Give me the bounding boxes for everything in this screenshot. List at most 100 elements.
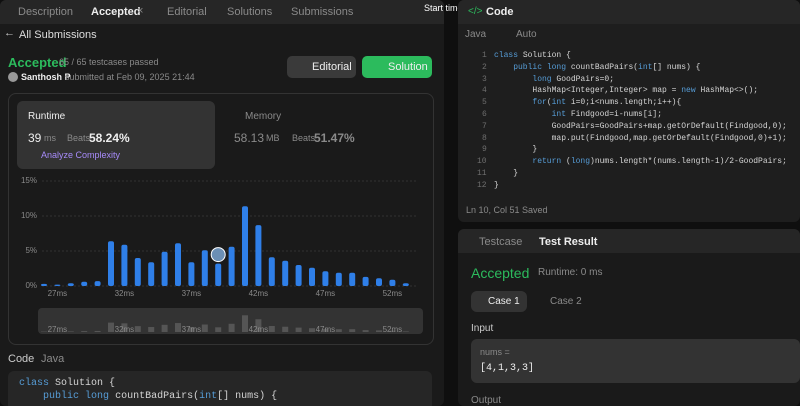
tab[interactable]: Editorial bbox=[167, 6, 207, 18]
code-line: } bbox=[494, 180, 499, 190]
line-number: 12 bbox=[477, 180, 487, 190]
overview-bar bbox=[376, 330, 382, 332]
bar bbox=[121, 244, 128, 286]
bar bbox=[41, 283, 47, 286]
tab-bar bbox=[0, 0, 444, 24]
stats-card bbox=[8, 93, 434, 345]
x-tick-label: 27ms bbox=[48, 289, 68, 298]
overview-bar bbox=[121, 323, 128, 332]
bar bbox=[228, 246, 235, 286]
memory-label: Memory bbox=[245, 111, 282, 122]
bar bbox=[376, 278, 382, 286]
line-number: 6 bbox=[482, 110, 487, 119]
language[interactable]: Java bbox=[465, 29, 487, 40]
y-tick-label: 10% bbox=[21, 211, 37, 220]
bar bbox=[322, 271, 329, 286]
back-arrow[interactable]: ← bbox=[4, 27, 15, 39]
submitted: submitted at Feb 09, 2025 21:44 bbox=[65, 72, 195, 82]
close-icon[interactable]: × bbox=[137, 5, 144, 17]
bar bbox=[54, 284, 61, 286]
keyword: new bbox=[681, 86, 696, 96]
tab[interactable]: Description bbox=[18, 6, 74, 18]
code-line: } bbox=[494, 145, 538, 155]
overview-bar bbox=[94, 330, 101, 332]
case-label[interactable]: Case 2 bbox=[550, 296, 582, 307]
keyword: long bbox=[85, 391, 110, 402]
y-tick-label: 0% bbox=[25, 281, 37, 290]
editorial-button[interactable]: Editorial bbox=[287, 56, 356, 78]
overview-bar bbox=[134, 326, 141, 332]
tab[interactable]: Testcase bbox=[479, 236, 523, 248]
runtime-card[interactable] bbox=[17, 101, 215, 169]
code-line: class Solution { bbox=[494, 51, 571, 60]
result-panel: Testcase Test Result Accepted Runtime: 0… bbox=[458, 229, 800, 406]
analyze-link[interactable]: Analyze Complexity bbox=[41, 150, 121, 160]
runtime-unit: ms bbox=[44, 133, 56, 143]
bar bbox=[161, 251, 168, 286]
code-line: public long countBadPairs(int[] nums) { bbox=[513, 62, 701, 72]
back-link[interactable]: All Submissions bbox=[19, 29, 97, 41]
overview-bar bbox=[148, 327, 155, 332]
overview-bar bbox=[215, 327, 222, 332]
line-number: 11 bbox=[477, 169, 487, 178]
bar bbox=[335, 272, 342, 286]
runtime-chart: 0% 5% 10% 15% 27ms 27ms 32ms 32ms 37ms 37ms 42ms 42… bbox=[21, 176, 423, 334]
user[interactable]: Santhosh P bbox=[21, 72, 71, 82]
overview-bar bbox=[389, 330, 396, 332]
line-number: 3 bbox=[482, 74, 487, 84]
tab[interactable]: Submissions bbox=[291, 6, 354, 18]
input-label: Input bbox=[471, 323, 494, 334]
bar bbox=[282, 260, 289, 286]
line-number: 2 bbox=[482, 62, 487, 72]
keyword: long bbox=[532, 74, 552, 84]
keyword: class bbox=[494, 51, 519, 60]
overview-bar bbox=[255, 319, 262, 332]
overview-bar bbox=[161, 324, 168, 332]
output-label: Output bbox=[471, 395, 502, 406]
runtime-beats: 58.24% bbox=[89, 131, 130, 145]
x-tick-label: 52ms bbox=[383, 289, 403, 298]
bar bbox=[402, 283, 409, 286]
code-label: Code bbox=[8, 353, 35, 365]
overview-bar bbox=[175, 323, 181, 332]
case-tab[interactable]: Case 1 bbox=[471, 291, 527, 312]
x-tick-label: 47ms bbox=[316, 289, 336, 298]
x-tick-label: 42ms bbox=[249, 289, 269, 298]
y-tick-label: 15% bbox=[21, 176, 37, 185]
keyword: int bbox=[551, 110, 567, 119]
bar bbox=[255, 225, 262, 286]
code-line: map.put(Findgood,map.getOrDefault(Findgo… bbox=[494, 133, 787, 143]
tab[interactable]: Solutions bbox=[227, 6, 273, 18]
bar bbox=[188, 262, 195, 286]
code-language: Java bbox=[41, 353, 65, 365]
button-label: Solution bbox=[388, 61, 428, 73]
overview-tick-label: 47ms bbox=[316, 325, 336, 334]
bar bbox=[362, 276, 369, 286]
tab[interactable]: Test Result bbox=[539, 236, 598, 248]
line-number: 4 bbox=[482, 86, 487, 96]
keyword: return bbox=[532, 157, 562, 167]
overview-bar bbox=[362, 330, 369, 332]
code-tab[interactable]: Code bbox=[486, 6, 514, 18]
result-runtime: Runtime: 0 ms bbox=[538, 267, 603, 278]
memory-unit: MB bbox=[266, 133, 280, 143]
overview-bar bbox=[188, 327, 195, 332]
result-status: Accepted bbox=[471, 265, 530, 281]
overview-bar bbox=[108, 322, 114, 332]
mode[interactable]: Auto bbox=[516, 29, 537, 40]
code-block: class Solution { public long countBadPai… bbox=[8, 371, 432, 406]
keyword: class bbox=[19, 378, 50, 389]
overview-bar bbox=[295, 327, 302, 332]
tab[interactable]: Accepted bbox=[91, 6, 141, 18]
testcases: 65 / 65 testcases passed bbox=[59, 57, 159, 67]
bar bbox=[81, 281, 88, 286]
overview-bar bbox=[228, 323, 235, 332]
code-line: return (long)nums.length*(nums.length-1)… bbox=[532, 157, 787, 167]
keyword: for bbox=[532, 98, 547, 108]
start-timer[interactable]: Start timer bbox=[424, 3, 466, 13]
bar bbox=[242, 206, 248, 286]
overview-bar bbox=[335, 329, 342, 332]
overview-bar bbox=[349, 329, 356, 332]
solution-button[interactable]: Solution bbox=[362, 56, 432, 78]
code-line: for(int i=0;i<nums.length;i++){ bbox=[532, 98, 682, 108]
